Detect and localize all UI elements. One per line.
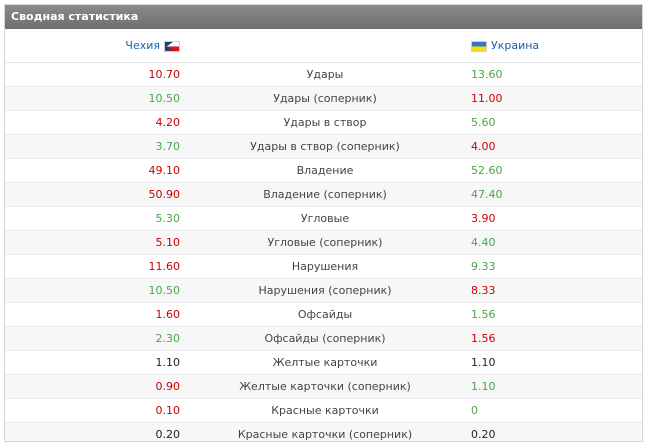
panel-title: Сводная статистика: [5, 5, 642, 29]
stat-label: Желтые карточки (соперник): [239, 380, 411, 393]
stats-table: 10.70 Удары 13.60 10.50 Удары (соперник) 11.0…: [5, 63, 642, 441]
ukraine-flag-icon: [471, 40, 487, 52]
stat-label: Удары в створ: [283, 116, 367, 129]
stat-value-home: 0.90: [155, 380, 181, 393]
team-home: Чехия: [125, 39, 180, 53]
stat-label: Владение: [296, 164, 354, 177]
stat-value-home: 2.30: [155, 332, 181, 345]
stat-label: Красные карточки (соперник): [237, 428, 413, 441]
team-away: Украина: [471, 39, 539, 53]
stat-label: Нарушения (соперник): [258, 284, 392, 297]
stat-label: Офсайды (соперник): [264, 332, 386, 345]
stat-label: Угловые (соперник): [267, 236, 383, 249]
teams-header-row: Чехия Украина: [5, 29, 642, 63]
stat-row: 11.60 Нарушения 9.33: [5, 255, 642, 279]
stat-row: 2.30 Офсайды (соперник) 1.56: [5, 327, 642, 351]
stat-value-away: 52.60: [471, 164, 503, 177]
team-away-link[interactable]: Украина: [491, 39, 540, 52]
stat-row: 10.50 Нарушения (соперник) 8.33: [5, 279, 642, 303]
stat-value-away: 47.40: [471, 188, 503, 201]
stat-value-home: 1.60: [155, 308, 181, 321]
stat-value-home: 5.30: [155, 212, 181, 225]
stat-label: Удары: [306, 68, 344, 81]
stat-value-away: 1.10: [471, 380, 496, 393]
stat-value-away: 9.33: [471, 260, 496, 273]
team-home-link[interactable]: Чехия: [125, 39, 160, 52]
stat-value-away: 5.60: [471, 116, 496, 129]
stat-label: Владение (соперник): [263, 188, 387, 201]
stat-row: 3.70 Удары в створ (соперник) 4.00: [5, 135, 642, 159]
stat-value-away: 1.56: [471, 332, 496, 345]
stat-row: 50.90 Владение (соперник) 47.40: [5, 183, 642, 207]
stat-row: 49.10 Владение 52.60: [5, 159, 642, 183]
stat-row: 1.60 Офсайды 1.56: [5, 303, 642, 327]
stat-label: Офсайды: [297, 308, 353, 321]
stat-row: 5.30 Угловые 3.90: [5, 207, 642, 231]
stat-value-away: 1.56: [471, 308, 496, 321]
summary-stats-panel: Сводная статистика Чехия Украина 10.70 Уд…: [4, 4, 643, 442]
stat-value-away: 8.33: [471, 284, 496, 297]
stat-value-home: 1.10: [155, 356, 181, 369]
stat-value-away: 0: [471, 404, 478, 417]
stat-value-home: 10.50: [148, 92, 181, 105]
stat-label: Угловые: [300, 212, 350, 225]
stat-value-away: 3.90: [471, 212, 496, 225]
stat-value-home: 10.50: [148, 284, 181, 297]
stat-value-away: 13.60: [471, 68, 503, 81]
stat-label: Красные карточки: [271, 404, 379, 417]
stat-row: 0.20 Красные карточки (соперник) 0.20: [5, 423, 642, 441]
stat-value-home: 5.10: [155, 236, 181, 249]
stat-value-home: 3.70: [155, 140, 181, 153]
stat-label: Удары в створ (соперник): [250, 140, 400, 153]
stat-value-home: 50.90: [148, 188, 181, 201]
stat-row: 10.70 Удары 13.60: [5, 63, 642, 87]
stat-value-home: 11.60: [148, 260, 181, 273]
stat-row: 4.20 Удары в створ 5.60: [5, 111, 642, 135]
stat-value-away: 4.00: [471, 140, 496, 153]
stat-value-home: 0.10: [155, 404, 181, 417]
czech-flag-icon: [164, 40, 180, 52]
stat-value-away: 0.20: [471, 428, 496, 441]
stat-row: 0.90 Желтые карточки (соперник) 1.10: [5, 375, 642, 399]
stat-row: 5.10 Угловые (соперник) 4.40: [5, 231, 642, 255]
stat-value-home: 10.70: [148, 68, 181, 81]
stat-label: Желтые карточки: [272, 356, 378, 369]
stat-value-away: 1.10: [471, 356, 496, 369]
stat-value-home: 0.20: [155, 428, 181, 441]
stat-value-away: 4.40: [471, 236, 496, 249]
stat-row: 1.10 Желтые карточки 1.10: [5, 351, 642, 375]
stat-row: 10.50 Удары (соперник) 11.00: [5, 87, 642, 111]
stat-value-home: 4.20: [155, 116, 181, 129]
stat-label: Нарушения: [291, 260, 359, 273]
stat-value-home: 49.10: [148, 164, 181, 177]
stat-row: 0.10 Красные карточки 0: [5, 399, 642, 423]
stat-value-away: 11.00: [471, 92, 503, 105]
stat-label: Удары (соперник): [273, 92, 377, 105]
